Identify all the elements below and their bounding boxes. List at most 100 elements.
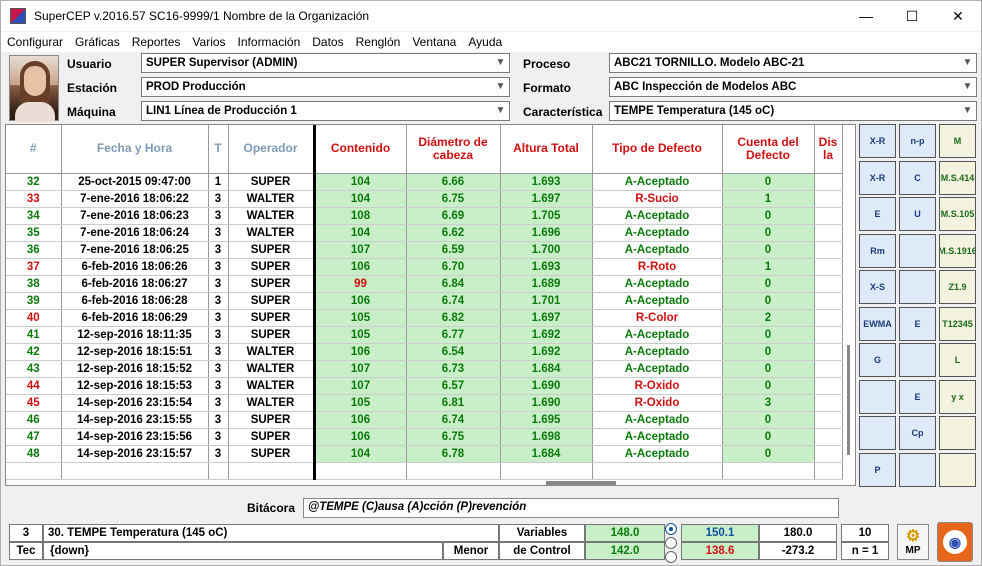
row-operador[interactable]: SUPER <box>228 173 315 191</box>
row-number[interactable]: 34 <box>6 207 62 225</box>
bar-chart-button[interactable] <box>899 270 936 304</box>
row-tipo-defecto[interactable]: A-Aceptado <box>592 207 723 225</box>
table-row[interactable]: 32 25-oct-2015 09:47:00 1 SUPER 104 6.66 1.693… <box>6 173 843 191</box>
row-altura[interactable]: 1.696 <box>500 224 593 242</box>
n-p-chart-button[interactable]: n-p <box>899 124 936 158</box>
empty-cell[interactable] <box>61 462 209 480</box>
row-contenido[interactable]: 107 <box>312 241 407 259</box>
row-cuenta-defecto[interactable]: 0 <box>722 326 815 344</box>
row-dis[interactable] <box>814 428 843 446</box>
col-header-contenido[interactable]: Contenido <box>312 125 407 174</box>
row-altura[interactable]: 1.705 <box>500 207 593 225</box>
row-dis[interactable] <box>814 343 843 361</box>
c-chart-button[interactable]: C <box>899 160 936 195</box>
row-contenido[interactable]: 106 <box>312 428 407 446</box>
row-fecha[interactable]: 14-sep-2016 23:15:55 <box>61 411 209 429</box>
row-operador[interactable]: SUPER <box>228 292 315 310</box>
formato-select[interactable]: ABC Inspección de Modelos ABC ▼ <box>609 77 977 97</box>
u-chart-button[interactable]: U <box>899 197 936 231</box>
row-operador[interactable]: WALTER <box>228 377 315 395</box>
row-fecha[interactable]: 7-ene-2016 18:06:25 <box>61 241 209 259</box>
empty-cell[interactable] <box>6 462 62 480</box>
row-fecha[interactable]: 14-sep-2016 23:15:57 <box>61 445 209 463</box>
table-row[interactable]: 45 14-sep-2016 23:15:54 3 WALTER 105 6.81 1.69… <box>6 394 843 412</box>
row-diametro[interactable]: 6.82 <box>406 309 501 327</box>
row-operador[interactable]: SUPER <box>228 241 315 259</box>
limits-button[interactable] <box>859 379 896 414</box>
row-t[interactable]: 3 <box>208 394 229 412</box>
table-row[interactable]: 43 12-sep-2016 18:15:52 3 WALTER 107 6.73 1.68… <box>6 360 843 378</box>
row-diametro[interactable]: 6.73 <box>406 360 501 378</box>
table-row[interactable]: 38 6-feb-2016 18:06:27 3 SUPER 99 6.84 1.689 A-… <box>6 275 843 293</box>
row-t[interactable]: 3 <box>208 207 229 225</box>
row-dis[interactable] <box>814 394 843 412</box>
row-number[interactable]: 44 <box>6 377 62 395</box>
col-header-diametro[interactable]: Diámetro de cabeza <box>406 125 501 174</box>
row-fecha[interactable]: 7-ene-2016 18:06:24 <box>61 224 209 242</box>
row-cuenta-defecto[interactable]: 0 <box>722 377 815 395</box>
row-operador[interactable]: WALTER <box>228 394 315 412</box>
table-row[interactable]: 37 6-feb-2016 18:06:26 3 SUPER 106 6.70 1.693 R… <box>6 258 843 276</box>
row-dis[interactable] <box>814 275 843 293</box>
table-row[interactable]: 34 7-ene-2016 18:06:23 3 WALTER 108 6.69 1.705… <box>6 207 843 225</box>
row-number[interactable]: 39 <box>6 292 62 310</box>
proceso-select[interactable]: ABC21 TORNILLO. Modelo ABC-21 ▼ <box>609 53 977 73</box>
row-cuenta-defecto[interactable]: 0 <box>722 360 815 378</box>
row-operador[interactable]: SUPER <box>228 445 315 463</box>
row-altura[interactable]: 1.701 <box>500 292 593 310</box>
row-operador[interactable]: SUPER <box>228 411 315 429</box>
row-fecha[interactable]: 6-feb-2016 18:06:29 <box>61 309 209 327</box>
row-cuenta-defecto[interactable]: 1 <box>722 258 815 276</box>
row-cuenta-defecto[interactable]: 0 <box>722 445 815 463</box>
row-tipo-defecto[interactable]: A-Aceptado <box>592 326 723 344</box>
col-header-dis[interactable]: Dis la <box>814 125 843 174</box>
row-contenido[interactable]: 108 <box>312 207 407 225</box>
row-altura[interactable]: 1.692 <box>500 326 593 344</box>
menu-ventana[interactable]: Ventana <box>412 35 457 49</box>
row-cuenta-defecto[interactable]: 0 <box>722 207 815 225</box>
row-contenido[interactable]: 105 <box>312 326 407 344</box>
row-cuenta-defecto[interactable]: 0 <box>722 292 815 310</box>
table-row[interactable]: 42 12-sep-2016 18:15:51 3 WALTER 106 6.54 1.69… <box>6 343 843 361</box>
row-dis[interactable] <box>814 190 843 208</box>
row-fecha[interactable]: 6-feb-2016 18:06:28 <box>61 292 209 310</box>
table-row[interactable]: 44 12-sep-2016 18:15:53 3 WALTER 107 6.57 1.69… <box>6 377 843 395</box>
camera-button[interactable] <box>939 452 976 487</box>
empty-cell[interactable] <box>814 462 843 480</box>
row-dis[interactable] <box>814 241 843 259</box>
row-altura[interactable]: 1.693 <box>500 173 593 191</box>
row-diametro[interactable]: 6.75 <box>406 190 501 208</box>
row-altura[interactable]: 1.700 <box>500 241 593 259</box>
row-tipo-defecto[interactable]: A-Aceptado <box>592 173 723 191</box>
empty-cell[interactable] <box>228 462 315 480</box>
row-t[interactable]: 3 <box>208 377 229 395</box>
maximize-button[interactable]: ☐ <box>905 7 919 24</box>
row-number[interactable]: 42 <box>6 343 62 361</box>
view-button[interactable]: ◉ <box>937 522 973 562</box>
row-contenido[interactable]: 104 <box>312 190 407 208</box>
row-t[interactable]: 1 <box>208 173 229 191</box>
table-row[interactable]: 48 14-sep-2016 23:15:57 3 SUPER 104 6.78 1.684… <box>6 445 843 463</box>
row-t[interactable]: 3 <box>208 445 229 463</box>
row-t[interactable]: 3 <box>208 309 229 327</box>
xbar-r-table-button[interactable]: X-R <box>859 160 896 195</box>
row-fecha[interactable]: 12-sep-2016 18:15:51 <box>61 343 209 361</box>
ms105-button[interactable]: M.S.105 <box>939 197 976 231</box>
row-diametro[interactable]: 6.70 <box>406 258 501 276</box>
row-tipo-defecto[interactable]: R-Oxido <box>592 377 723 395</box>
row-cuenta-defecto[interactable]: 0 <box>722 224 815 242</box>
row-altura[interactable]: 1.693 <box>500 258 593 276</box>
row-tipo-defecto[interactable]: R-Roto <box>592 258 723 276</box>
row-diametro[interactable]: 6.74 <box>406 411 501 429</box>
p-chart-button[interactable]: P <box>859 452 896 487</box>
row-diametro[interactable]: 6.62 <box>406 224 501 242</box>
menu-renglon[interactable]: Renglón <box>355 35 401 49</box>
cp-button[interactable]: Cp <box>899 416 936 450</box>
row-dis[interactable] <box>814 377 843 395</box>
data-grid[interactable]: # Fecha y Hora T Operador Contenido Diám… <box>5 124 856 486</box>
row-dis[interactable] <box>814 326 843 344</box>
row-diametro[interactable]: 6.57 <box>406 377 501 395</box>
row-cuenta-defecto[interactable]: 2 <box>722 309 815 327</box>
row-dis[interactable] <box>814 258 843 276</box>
row-altura[interactable]: 1.690 <box>500 377 593 395</box>
